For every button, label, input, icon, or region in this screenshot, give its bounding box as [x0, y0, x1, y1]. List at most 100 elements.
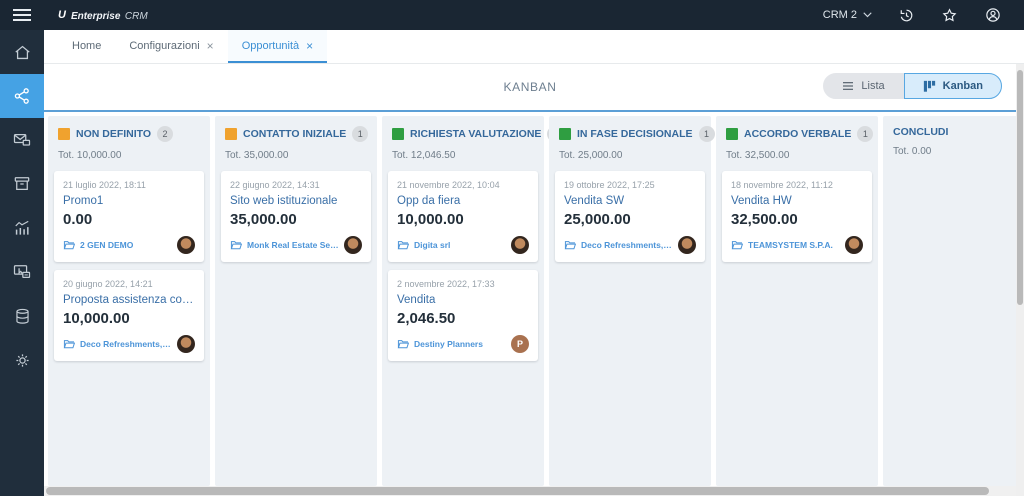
portfolio-icon — [63, 241, 75, 250]
portfolio-icon — [230, 241, 242, 250]
workspace-selector[interactable]: CRM 2 — [823, 9, 872, 21]
stage-total: Tot. 12,046.50 — [392, 150, 456, 161]
close-icon[interactable]: × — [206, 38, 214, 53]
stage-color-swatch — [225, 128, 237, 140]
stage-title: CONTATTO INIZIALE — [243, 128, 347, 140]
card-title[interactable]: Vendita SW — [564, 195, 625, 207]
avatar[interactable] — [511, 236, 529, 254]
card-company-link[interactable]: Destiny Planners — [414, 339, 483, 349]
kanban-icon — [923, 80, 935, 92]
stage-count-badge: 1 — [698, 126, 715, 142]
hamburger-menu-button[interactable] — [0, 0, 44, 30]
stage-title: IN FASE DECISIONALE — [577, 128, 693, 140]
close-icon[interactable]: × — [306, 38, 314, 53]
opportunity-card[interactable]: 19 ottobre 2022, 17:25 Vendita SW 25,000… — [555, 171, 705, 262]
vertical-scrollbar[interactable] — [1016, 64, 1024, 496]
sidebar-item-archive[interactable] — [0, 162, 44, 206]
card-date: 18 novembre 2022, 11:12 — [731, 180, 833, 190]
stage-total: Tot. 32,500.00 — [726, 150, 790, 161]
stage-title: ACCORDO VERBALE — [744, 128, 852, 140]
user-icon[interactable] — [984, 6, 1002, 24]
lista-label: Lista — [861, 80, 885, 92]
kanban-board: NON DEFINITO 2 Tot. 10,000.00 21 luglio … — [44, 112, 1016, 486]
card-title[interactable]: Sito web istituzionale — [230, 195, 338, 207]
card-date: 2 novembre 2022, 17:33 — [397, 279, 495, 289]
card-title[interactable]: Promo1 — [63, 195, 104, 207]
card-title[interactable]: Vendita — [397, 294, 436, 306]
vertical-scrollbar-thumb[interactable] — [1017, 70, 1023, 305]
portfolio-icon — [63, 340, 75, 349]
card-date: 19 ottobre 2022, 17:25 — [564, 180, 655, 190]
database-icon — [15, 308, 29, 324]
card-company-link[interactable]: TEAMSYSTEM S.P.A. — [748, 240, 833, 250]
portfolio-icon — [397, 340, 409, 349]
chevron-down-icon — [863, 12, 872, 18]
brand-mark-icon: U — [58, 9, 66, 21]
gear-icon — [15, 353, 29, 367]
card-title[interactable]: Proposta assistenza completa — [63, 294, 195, 306]
stage-color-swatch — [58, 128, 70, 140]
card-title[interactable]: Vendita HW — [731, 195, 792, 207]
opportunity-card[interactable]: 22 giugno 2022, 14:31 Sito web istituzio… — [221, 171, 371, 262]
kanban-panel: KANBAN Lista Kanban — [44, 64, 1016, 486]
card-company-link[interactable]: 2 GEN DEMO — [80, 240, 134, 250]
opportunity-card[interactable]: 2 novembre 2022, 17:33 Vendita 2,046.50 … — [388, 270, 538, 361]
kanban-label: Kanban — [942, 80, 983, 92]
horizontal-scrollbar-thumb[interactable] — [46, 487, 989, 495]
archive-icon — [14, 177, 30, 191]
kanban-view-button[interactable]: Kanban — [903, 73, 1002, 99]
card-company-link[interactable]: Deco Refreshments, Inc. — [581, 240, 673, 250]
tab-bar: Home Configurazioni × Opportunità × — [44, 30, 1024, 64]
opportunity-card[interactable]: 18 novembre 2022, 11:12 Vendita HW 32,50… — [722, 171, 872, 262]
pipeline-icon — [14, 88, 29, 104]
opportunity-card[interactable]: 20 giugno 2022, 14:21 Proposta assistenz… — [54, 270, 204, 361]
sidebar-item-home[interactable] — [0, 30, 44, 74]
card-date: 21 novembre 2022, 10:04 — [397, 180, 500, 190]
stage-title: RICHIESTA VALUTAZIONE — [410, 128, 542, 140]
stage-count-badge: 1 — [352, 126, 369, 142]
sidebar-item-database[interactable] — [0, 294, 44, 338]
opportunity-card[interactable]: 21 luglio 2022, 18:11 Promo1 0.00 2 GEN … — [54, 171, 204, 262]
sidebar-item-mail[interactable] — [0, 118, 44, 162]
card-company-link[interactable]: Deco Refreshments, Inc. — [80, 339, 172, 349]
sidebar-item-statistics[interactable] — [0, 206, 44, 250]
mail-icon — [13, 133, 31, 146]
sidebar-item-pipeline[interactable] — [0, 74, 44, 118]
kanban-column-contatto-iniziale: CONTATTO INIZIALE 1 Tot. 35,000.00 22 gi… — [215, 116, 377, 486]
avatar[interactable] — [678, 236, 696, 254]
avatar[interactable] — [177, 335, 195, 353]
stage-total: Tot. 0.00 — [893, 146, 932, 157]
stage-total: Tot. 25,000.00 — [559, 150, 623, 161]
avatar[interactable] — [177, 236, 195, 254]
tab-home[interactable]: Home — [58, 30, 115, 63]
lista-view-button[interactable]: Lista — [823, 73, 904, 99]
tab-opportunita[interactable]: Opportunità × — [227, 30, 328, 63]
card-company-link[interactable]: Digita srl — [414, 240, 451, 250]
topbar: U Enterprise CRM CRM 2 — [0, 0, 1024, 30]
opportunity-card[interactable]: 21 novembre 2022, 10:04 Opp da fiera 10,… — [388, 171, 538, 262]
history-icon[interactable] — [898, 7, 915, 24]
sidebar — [0, 30, 44, 496]
card-amount: 10,000.00 — [397, 211, 464, 228]
card-title[interactable]: Opp da fiera — [397, 195, 461, 207]
kanban-column-concludi: CONCLUDI Tot. 0.00 — [883, 116, 1016, 486]
page-title: KANBAN — [503, 80, 557, 94]
sidebar-item-presentation[interactable] — [0, 250, 44, 294]
avatar[interactable]: P — [511, 335, 529, 353]
stage-count-badge: 1 — [857, 126, 874, 142]
card-company-link[interactable]: Monk Real Estate Service — [247, 240, 339, 250]
panel-header: KANBAN Lista Kanban — [44, 64, 1016, 112]
kanban-column-in-fase-decisionale: IN FASE DECISIONALE 1 Tot. 25,000.00 19 … — [549, 116, 715, 486]
avatar[interactable] — [344, 236, 362, 254]
brand-suffix: CRM — [124, 11, 148, 22]
tab-configurazioni[interactable]: Configurazioni × — [115, 30, 227, 63]
star-icon[interactable] — [941, 7, 958, 24]
stage-total: Tot. 35,000.00 — [225, 150, 289, 161]
stage-color-swatch — [559, 128, 571, 140]
avatar[interactable] — [845, 236, 863, 254]
horizontal-scrollbar[interactable] — [44, 486, 1016, 496]
card-date: 22 giugno 2022, 14:31 — [230, 180, 320, 190]
card-amount: 2,046.50 — [397, 310, 456, 327]
sidebar-item-settings[interactable] — [0, 338, 44, 382]
